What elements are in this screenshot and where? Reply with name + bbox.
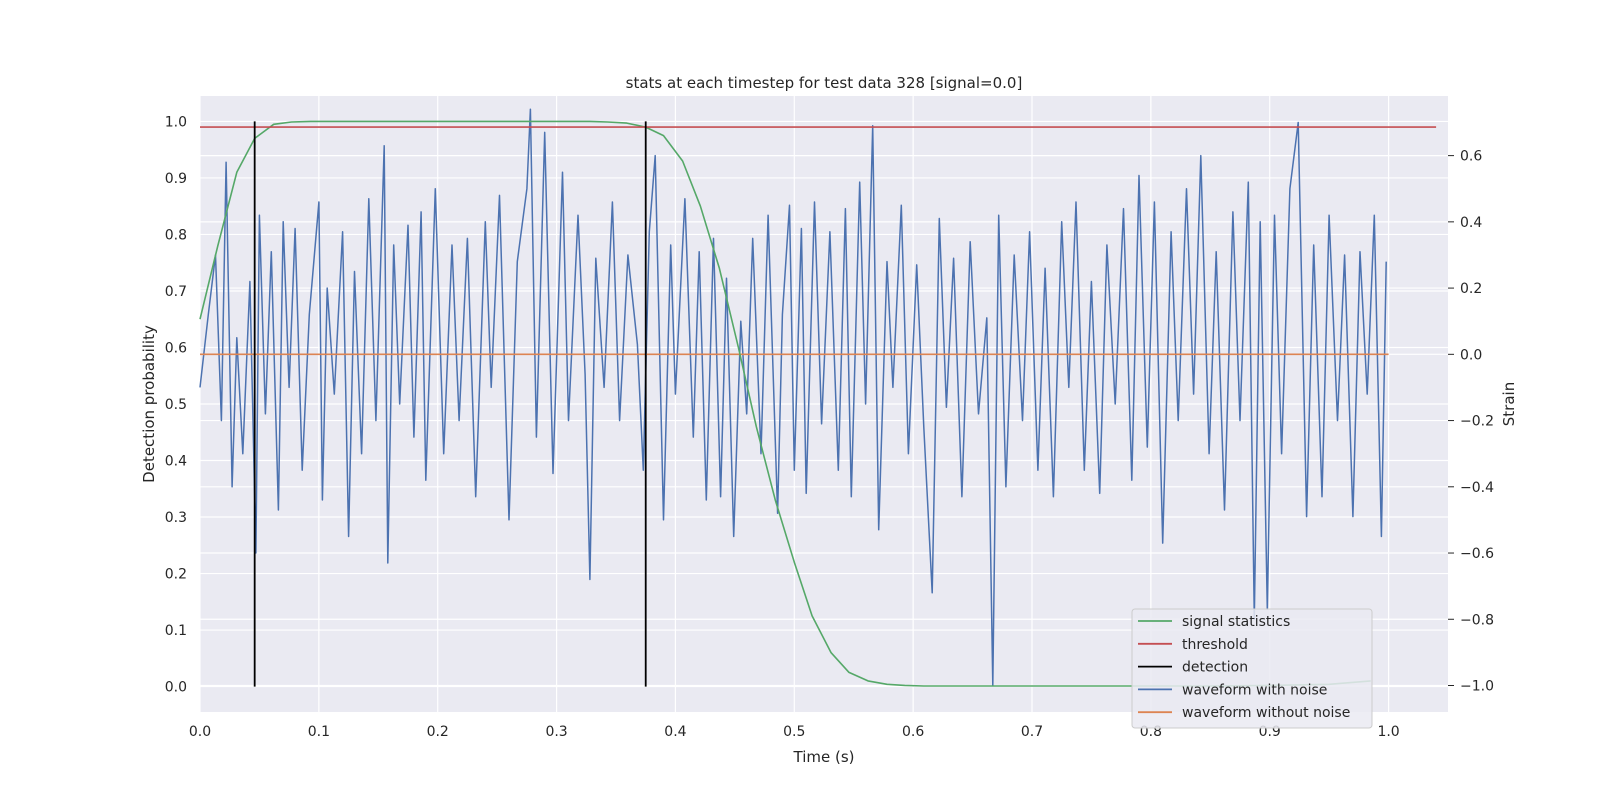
y-tick-label: 0.4 (165, 454, 187, 470)
x-tick-label: 0.1 (308, 724, 330, 740)
chart-title: stats at each timestep for test data 328… (626, 74, 1023, 92)
x-tick-label: 0.5 (783, 724, 805, 740)
x-tick-label: 0.6 (902, 724, 924, 740)
legend-entry: threshold (1182, 637, 1248, 653)
legend-entry: detection (1182, 660, 1248, 676)
waveform-with-noise-line (199, 108, 1387, 687)
x-tick-label: 0.3 (545, 724, 567, 740)
y2-tick-label: 0.2 (1460, 281, 1482, 297)
legend-entry: signal statistics (1182, 614, 1290, 630)
y2-tick-label: 0.6 (1460, 149, 1482, 165)
y-tick-label: 0.2 (165, 567, 187, 583)
y2-tick-label: 0.4 (1460, 215, 1482, 231)
y2-tick-label: −0.6 (1460, 546, 1494, 562)
y2-tick-label: −1.0 (1460, 679, 1494, 695)
y-tick-label: 0.6 (165, 340, 187, 356)
y-tick-label: 0.0 (165, 680, 187, 696)
x-tick-label: 0.7 (1021, 724, 1043, 740)
legend: signal statistics threshold detection wavef… (1131, 608, 1373, 729)
y-tick-label: 0.9 (165, 171, 187, 187)
y2-tick-label: −0.8 (1460, 612, 1494, 628)
y2-tick-label: −0.2 (1460, 414, 1494, 430)
y-tick-label: 0.3 (165, 510, 187, 526)
x-tick-label: 1.0 (1377, 724, 1399, 740)
y-tick-label: 0.8 (165, 227, 187, 243)
y-tick-label: 0.1 (165, 623, 187, 639)
x-tick-label: 0.0 (189, 724, 211, 740)
legend-box (1131, 608, 1373, 729)
x-tick-label: 0.4 (664, 724, 686, 740)
x-axis-label: Time (s) (793, 748, 855, 766)
y-tick-label: 0.7 (165, 284, 187, 300)
y-tick-label: 1.0 (165, 114, 187, 130)
y2-tick-label: −0.4 (1460, 480, 1494, 496)
y2-axis-label: Strain (1500, 382, 1518, 426)
x-axis: 0.0 0.1 0.2 0.3 0.4 0.5 0.6 0.7 0.8 0.9 1.0 (189, 724, 1400, 740)
y-tick-label: 0.5 (165, 397, 187, 413)
x-tick-label: 0.2 (427, 724, 449, 740)
legend-entry: waveform with noise (1182, 682, 1327, 698)
y-axis-label: Detection probability (140, 325, 158, 483)
y2-tick-label: 0.0 (1460, 347, 1482, 363)
legend-entry: waveform without noise (1182, 705, 1350, 721)
y-axis-left: 0.0 0.1 0.2 0.3 0.4 0.5 0.6 0.7 0.8 0.9 1.0 (165, 114, 187, 695)
series-layer (199, 108, 1437, 687)
y-axis-right: −1.0 −0.8 −0.6 −0.4 −0.2 0.0 0.2 0.4 0.6 (1448, 149, 1494, 695)
